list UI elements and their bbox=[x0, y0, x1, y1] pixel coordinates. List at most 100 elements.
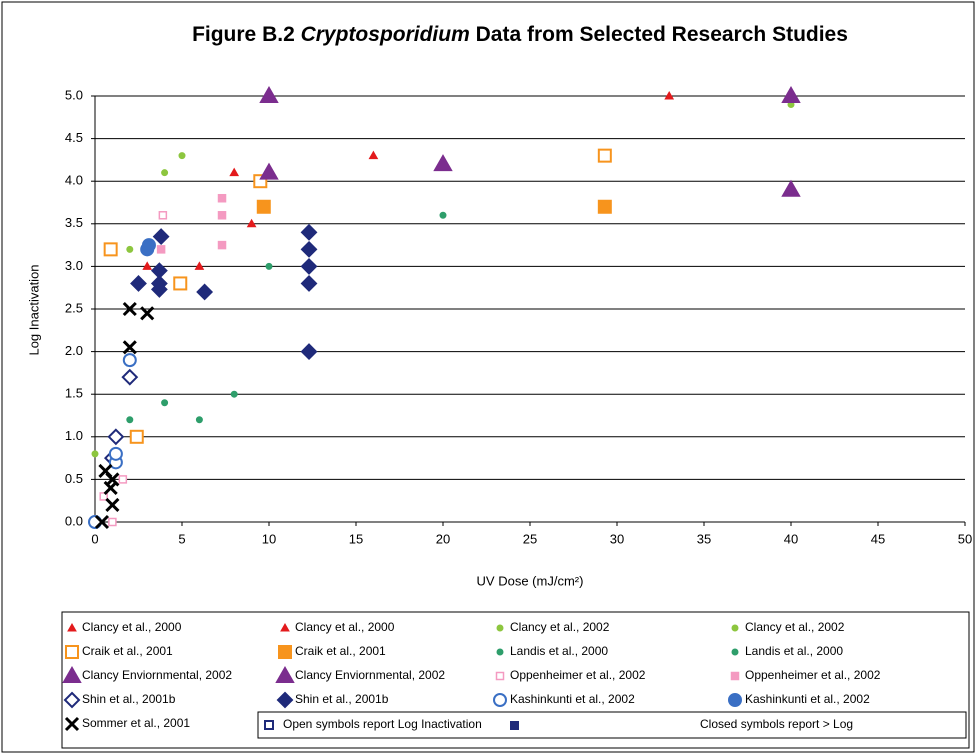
legend-box bbox=[61, 611, 970, 749]
note-open-icon bbox=[264, 720, 274, 730]
legend-marker bbox=[496, 624, 504, 632]
y-tick-label: 0.0 bbox=[65, 513, 83, 528]
legend-label: Clancy Enviornmental, 2002 bbox=[295, 668, 445, 682]
marker bbox=[597, 199, 612, 214]
marker bbox=[150, 275, 168, 292]
marker bbox=[105, 497, 120, 513]
y-tick-label: 4.5 bbox=[65, 130, 83, 145]
marker bbox=[91, 450, 99, 458]
marker bbox=[259, 85, 279, 103]
x-tick-label: 45 bbox=[871, 531, 885, 546]
legend-marker bbox=[67, 622, 77, 632]
x-tick-label: 35 bbox=[697, 531, 711, 546]
legend-marker bbox=[728, 693, 742, 707]
marker bbox=[122, 353, 137, 368]
legend-label: Landis et al., 2000 bbox=[510, 644, 608, 658]
x-tick-label: 50 bbox=[958, 531, 972, 546]
marker bbox=[439, 211, 447, 219]
x-tick-label: 5 bbox=[178, 531, 185, 546]
marker bbox=[368, 150, 379, 160]
legend-label: Clancy et al., 2000 bbox=[82, 620, 182, 634]
marker bbox=[173, 276, 188, 291]
marker bbox=[178, 152, 186, 160]
legend-label: Clancy Enviornmental, 2002 bbox=[82, 668, 232, 682]
marker bbox=[103, 242, 118, 257]
y-tick-label: 1.0 bbox=[65, 428, 83, 443]
x-tick-label: 15 bbox=[349, 531, 363, 546]
marker bbox=[300, 240, 318, 258]
legend-label: Kashinkunti et al., 2002 bbox=[510, 692, 635, 706]
marker bbox=[122, 340, 137, 355]
marker bbox=[217, 240, 227, 250]
note-closed-icon bbox=[510, 721, 519, 730]
note-box bbox=[257, 711, 967, 739]
marker bbox=[118, 475, 128, 484]
legend-marker bbox=[64, 716, 80, 732]
marker bbox=[152, 228, 170, 245]
marker bbox=[126, 416, 134, 424]
marker bbox=[141, 238, 156, 253]
marker bbox=[781, 179, 801, 197]
marker bbox=[217, 211, 227, 220]
marker bbox=[94, 514, 110, 530]
legend-marker bbox=[495, 671, 505, 681]
marker bbox=[121, 368, 139, 386]
legend-marker bbox=[731, 648, 739, 656]
y-tick-label: 2.0 bbox=[65, 343, 83, 358]
x-tick-label: 20 bbox=[436, 531, 450, 546]
legend-marker bbox=[730, 671, 740, 681]
marker bbox=[140, 306, 155, 321]
y-tick-label: 1.5 bbox=[65, 386, 83, 401]
marker bbox=[105, 472, 120, 487]
marker bbox=[230, 390, 238, 398]
marker bbox=[597, 148, 612, 163]
marker bbox=[664, 90, 675, 100]
legend-label: Clancy et al., 2000 bbox=[295, 620, 395, 634]
marker bbox=[259, 162, 279, 180]
marker bbox=[781, 85, 801, 103]
marker bbox=[246, 218, 257, 228]
legend-label: Oppenheimer et al., 2002 bbox=[745, 668, 881, 682]
marker bbox=[107, 428, 125, 446]
y-tick-label: 3.0 bbox=[65, 258, 83, 273]
title-part: Cryptosporidium bbox=[301, 23, 470, 46]
legend-marker bbox=[65, 645, 79, 659]
x-tick-label: 0 bbox=[91, 531, 98, 546]
marker bbox=[161, 399, 169, 407]
marker bbox=[265, 262, 273, 270]
legend-marker bbox=[275, 665, 295, 683]
x-tick-label: 25 bbox=[523, 531, 537, 546]
legend-label: Oppenheimer et al., 2002 bbox=[510, 668, 646, 682]
legend-label: Shin et al., 2001b bbox=[295, 692, 389, 706]
legend-marker bbox=[62, 665, 82, 683]
marker bbox=[130, 275, 147, 292]
title-part: Figure B.2 bbox=[192, 23, 295, 46]
legend-label: Clancy et al., 2002 bbox=[745, 620, 845, 634]
legend-marker bbox=[731, 624, 739, 632]
legend-label: Landis et al., 2000 bbox=[745, 644, 843, 658]
x-tick-label: 10 bbox=[262, 531, 276, 546]
marker bbox=[156, 245, 166, 254]
legend-marker bbox=[493, 693, 507, 707]
marker bbox=[300, 275, 318, 292]
note-open: Open symbols report Log Inactivation bbox=[283, 717, 482, 731]
legend-marker bbox=[496, 648, 504, 656]
legend-label: Clancy et al., 2002 bbox=[510, 620, 610, 634]
legend-label: Shin et al., 2001b bbox=[82, 692, 176, 706]
x-tick-label: 40 bbox=[784, 531, 798, 546]
marker bbox=[300, 223, 318, 241]
legend-marker bbox=[278, 645, 292, 659]
marker bbox=[161, 169, 169, 177]
y-tick-label: 3.5 bbox=[65, 215, 83, 230]
x-axis-label: UV Dose (mJ/cm²) bbox=[477, 573, 584, 588]
legend-label: Craik et al., 2001 bbox=[82, 644, 173, 658]
note-closed: Closed symbols report > Log bbox=[700, 717, 853, 731]
marker bbox=[229, 167, 240, 177]
marker bbox=[129, 429, 144, 444]
marker bbox=[217, 193, 227, 203]
marker bbox=[196, 283, 214, 301]
y-axis-label: Log Inactivation bbox=[26, 264, 41, 355]
